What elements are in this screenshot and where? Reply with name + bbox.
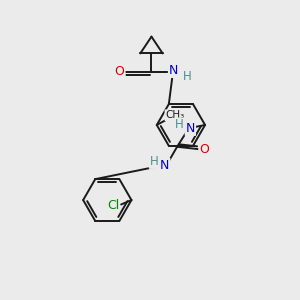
Text: N: N [169, 64, 178, 77]
Text: H: H [175, 118, 184, 131]
Text: Cl: Cl [107, 199, 119, 212]
Text: N: N [160, 158, 169, 172]
Text: N: N [186, 122, 195, 135]
Text: O: O [199, 142, 209, 156]
Text: O: O [115, 65, 124, 79]
Text: H: H [150, 155, 158, 168]
Text: H: H [182, 70, 191, 83]
Text: CH₃: CH₃ [165, 110, 185, 120]
